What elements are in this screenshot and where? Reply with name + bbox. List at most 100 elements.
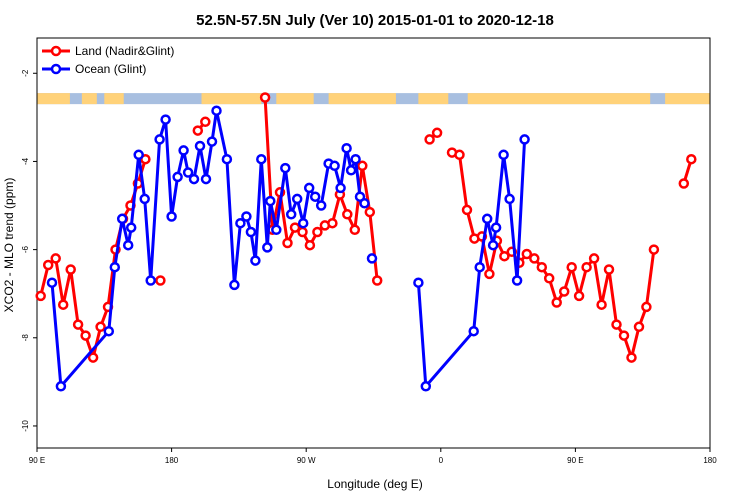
y-tick-label: -4 [21,157,30,165]
data-point [271,224,282,236]
data-point [125,222,137,233]
data-point [420,381,432,392]
land-band-segment [201,93,262,105]
data-point [558,286,570,297]
land-band-segment [81,93,97,105]
data-point [618,330,630,341]
data-point [498,149,509,161]
chart-title: 52.5N-57.5N July (Ver 10) 2015-01-01 to … [196,12,554,29]
data-point [304,239,316,251]
data-point [596,299,607,310]
data-point [454,149,465,161]
data-point [72,319,84,330]
data-point [504,193,515,205]
land-band-segment [467,93,651,105]
legend-land-label: Land (Nadir&Glint) [75,44,174,58]
data-point [194,140,206,152]
data-point [371,275,383,286]
data-point [259,92,271,103]
data-point [116,213,128,225]
x-axis-label: Longitude (deg E) [327,477,422,491]
data-point [172,171,183,183]
data-point [315,200,327,211]
legend: Land (Nadir&Glint) Ocean (Glint) [42,44,174,76]
x-tick-label: 180 [165,456,179,465]
x-tick-label: 90 W [297,456,316,465]
series-line [50,109,366,388]
y-tick-label: -6 [21,246,30,254]
data-point [35,290,46,302]
data-point [245,226,257,238]
data-point [160,114,171,125]
land-band-segment [418,93,449,105]
series-land [35,92,697,363]
data-point [285,209,297,220]
x-tick-label: 90 E [29,456,45,465]
data-point [588,253,600,264]
data-point [289,222,301,233]
series-line [416,139,527,388]
data-point [349,224,361,236]
y-tick-label: -8 [21,334,30,342]
data-point [626,352,637,363]
data-point [342,209,353,220]
data-point [633,321,645,333]
data-point [519,134,530,145]
data-point [474,261,485,273]
legend-land-marker [50,45,62,57]
data-point [499,250,510,262]
y-axis-label: XCO2 - MLO trend (ppm) [2,178,16,313]
data-point [309,191,321,202]
data-point [192,125,204,136]
data-point [235,217,246,229]
data-point [188,173,200,185]
data-point [686,153,697,165]
data-point [359,198,370,209]
legend-ocean-label: Ocean (Glint) [75,62,146,76]
data-point [103,325,115,337]
data-point [42,259,54,271]
data-point [511,275,523,286]
data-point [536,261,548,273]
data-point [265,195,276,207]
data-point [291,193,303,205]
data-point [166,211,177,222]
data-point [211,105,222,116]
data-point [87,352,99,363]
data-point [50,253,61,264]
data-point [280,162,291,174]
land-band-segment [37,93,70,105]
data-point [65,264,76,275]
data-point [57,299,69,310]
data-point [329,160,340,172]
data-point [521,248,533,260]
data-point [350,153,361,165]
data-point [80,330,91,341]
data-point [566,261,577,273]
y-tick-label: -2 [21,69,30,77]
data-point [297,226,308,238]
data-point [55,381,67,392]
data-point [221,153,233,165]
data-point [178,145,189,156]
data-point [133,149,144,161]
data-point [364,206,376,218]
land-band-segment [276,93,314,105]
data-point [481,213,493,225]
data-point [206,136,218,147]
land-band-segment [328,93,396,105]
data-point [431,127,443,139]
series-layer [35,92,697,392]
data-point [145,275,156,286]
data-point [122,239,134,251]
data-point [678,178,690,189]
series-ocean [46,105,530,392]
data-point [46,277,58,288]
data-point [484,268,495,280]
data-point [603,264,615,275]
data-point [282,237,293,249]
data-point [357,160,368,172]
data-point [461,204,473,216]
data-point [335,182,346,194]
data-point [413,277,424,288]
